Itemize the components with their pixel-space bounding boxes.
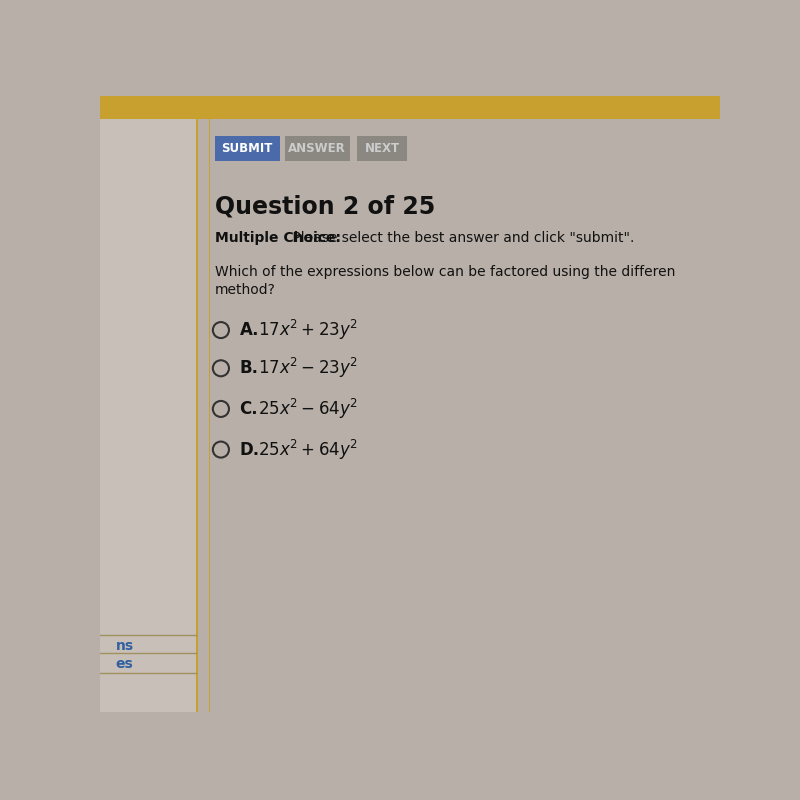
FancyBboxPatch shape — [100, 96, 720, 119]
FancyBboxPatch shape — [100, 96, 196, 712]
Text: ns: ns — [115, 639, 134, 653]
Text: method?: method? — [214, 283, 275, 297]
Text: SUBMIT: SUBMIT — [222, 142, 273, 155]
Text: A.: A. — [239, 321, 259, 339]
FancyBboxPatch shape — [214, 136, 280, 161]
Text: $25x^2 + 64y^2$: $25x^2 + 64y^2$ — [258, 438, 358, 462]
Text: $25x^2 - 64y^2$: $25x^2 - 64y^2$ — [258, 397, 358, 421]
Text: NEXT: NEXT — [365, 142, 400, 155]
Text: $17x^2 - 23y^2$: $17x^2 - 23y^2$ — [258, 356, 358, 380]
Text: $17x^2 + 23y^2$: $17x^2 + 23y^2$ — [258, 318, 358, 342]
Text: Which of the expressions below can be factored using the differen: Which of the expressions below can be fa… — [214, 265, 675, 278]
Text: B.: B. — [239, 359, 258, 378]
FancyBboxPatch shape — [196, 119, 198, 712]
FancyBboxPatch shape — [285, 136, 350, 161]
FancyBboxPatch shape — [358, 136, 407, 161]
Text: Please select the best answer and click "submit".: Please select the best answer and click … — [288, 230, 634, 245]
Text: Question 2 of 25: Question 2 of 25 — [214, 195, 435, 219]
Text: C.: C. — [239, 400, 258, 418]
Text: Multiple Choice:: Multiple Choice: — [214, 230, 341, 245]
FancyBboxPatch shape — [209, 119, 210, 712]
Text: D.: D. — [239, 441, 260, 458]
Text: ANSWER: ANSWER — [289, 142, 346, 155]
Text: es: es — [115, 657, 134, 671]
